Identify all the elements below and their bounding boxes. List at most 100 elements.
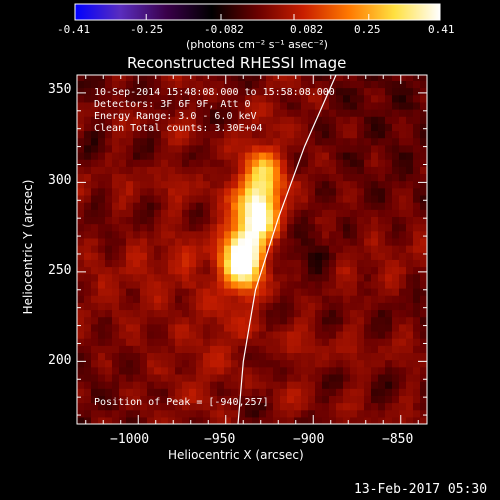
heatmap-cell [231, 87, 239, 96]
heatmap-cell [133, 230, 141, 239]
heatmap-cell [294, 202, 302, 210]
heatmap-cell [259, 130, 267, 139]
heatmap-cell [196, 123, 204, 132]
heatmap-cell [364, 345, 372, 354]
heatmap-cell [420, 295, 427, 303]
heatmap-cell [385, 259, 393, 268]
heatmap-cell [392, 266, 400, 275]
heatmap-cell [168, 87, 176, 96]
heatmap-cell [399, 144, 407, 153]
heatmap-cell [406, 366, 414, 375]
heatmap-cell [217, 416, 225, 424]
heatmap-cell [301, 230, 309, 239]
heatmap-cell [294, 87, 302, 96]
heatmap-cell [315, 295, 323, 303]
heatmap-cell [245, 388, 253, 396]
heatmap-cell [238, 323, 246, 332]
heatmap-cell [105, 416, 113, 424]
heatmap-cell [378, 209, 386, 217]
heatmap-cell [98, 137, 106, 146]
heatmap-cell [98, 388, 106, 396]
heatmap-cell [161, 309, 169, 318]
heatmap-cell [329, 180, 337, 189]
heatmap-cell [280, 280, 288, 289]
heatmap-cell [224, 216, 232, 225]
heatmap-cell [168, 101, 176, 110]
heatmap-cell [91, 388, 99, 396]
heatmap-cell [287, 338, 295, 346]
heatmap-cell [91, 302, 99, 311]
heatmap-cell [140, 381, 148, 389]
heatmap-cell [210, 416, 218, 424]
colorbar-units: (photons cm⁻² s⁻¹ asec⁻²) [186, 38, 328, 51]
heatmap-cell [217, 388, 225, 396]
heatmap-cell [259, 295, 267, 303]
heatmap-cell [168, 373, 176, 382]
heatmap-cell [294, 180, 302, 189]
heatmap-cell [161, 209, 169, 217]
heatmap-cell [252, 237, 260, 246]
heatmap-cell [350, 94, 358, 103]
heatmap-cell [217, 330, 225, 339]
heatmap-cell [105, 252, 113, 260]
heatmap-cell [133, 109, 141, 117]
heatmap-cell [161, 295, 169, 303]
heatmap-cell [105, 280, 113, 289]
heatmap-cell [203, 180, 211, 189]
heatmap-cell [301, 402, 309, 411]
heatmap-cell [364, 287, 372, 296]
heatmap-cell [133, 173, 141, 182]
heatmap-cell [378, 87, 386, 96]
heatmap-cell [182, 187, 190, 196]
heatmap-cell [343, 151, 351, 160]
heatmap-cell [350, 287, 358, 296]
heatmap-cell [168, 323, 176, 332]
heatmap-cell [294, 266, 302, 275]
heatmap-cell [343, 409, 351, 418]
heatmap-cell [203, 237, 211, 246]
heatmap-cell [329, 94, 337, 103]
heatmap-cell [238, 216, 246, 225]
heatmap-cell [147, 245, 155, 253]
heatmap-cell [196, 395, 204, 404]
heatmap-cell [280, 144, 288, 153]
heatmap-cell [329, 202, 337, 210]
heatmap-cell [266, 287, 274, 296]
heatmap-cell [182, 130, 190, 139]
heatmap-cell [357, 202, 365, 210]
heatmap-cell [203, 130, 211, 139]
heatmap-cell [280, 123, 288, 132]
heatmap-cell [161, 245, 169, 253]
heatmap-cell [84, 101, 92, 110]
heatmap-cell [168, 230, 176, 239]
heatmap-cell [280, 237, 288, 246]
heatmap-cell [350, 216, 358, 225]
heatmap-cell [385, 352, 393, 361]
heatmap-cell [343, 373, 351, 382]
heatmap-cell [399, 209, 407, 217]
heatmap-cell [210, 323, 218, 332]
heatmap-cell [259, 75, 267, 81]
heatmap-cell [147, 381, 155, 389]
heatmap-cell [287, 402, 295, 411]
heatmap-cell [329, 366, 337, 375]
heatmap-cell [399, 80, 407, 89]
time-range-text: 10-Sep-2014 15:48:08.000 to 15:58:08.000 [94, 87, 335, 98]
heatmap-cell [119, 280, 127, 289]
heatmap-cell [273, 309, 281, 318]
heatmap-cell [301, 216, 309, 225]
heatmap-cell [336, 402, 344, 411]
heatmap-cell [322, 373, 330, 382]
heatmap-cell [371, 230, 379, 239]
heatmap-cell [224, 345, 232, 354]
heatmap-cell [189, 366, 197, 375]
heatmap-cell [77, 151, 85, 160]
heatmap-cell [315, 116, 323, 124]
heatmap-cell [119, 381, 127, 389]
heatmap-cell [119, 159, 127, 167]
heatmap-cell [84, 273, 92, 282]
heatmap-cell [357, 252, 365, 260]
heatmap-cell [224, 101, 232, 110]
heatmap-cell [399, 273, 407, 282]
heatmap-cell [189, 245, 197, 253]
